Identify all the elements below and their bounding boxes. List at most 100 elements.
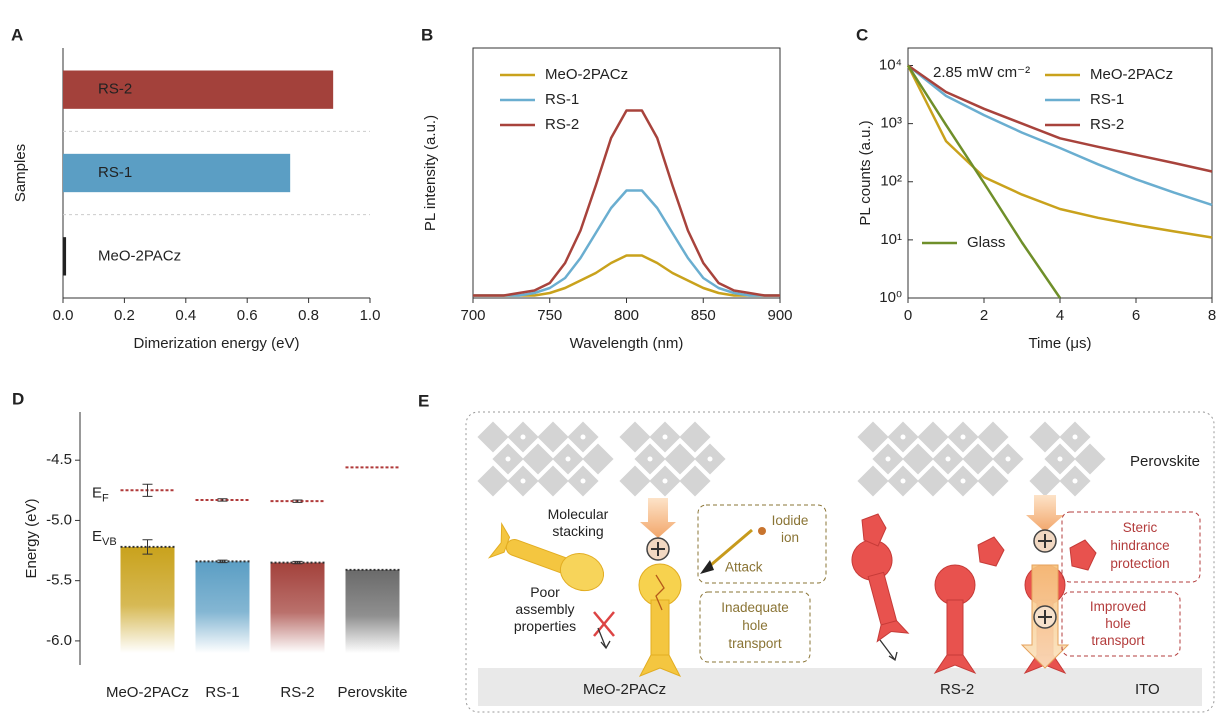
legend-label: Glass [967, 234, 1005, 251]
x-tick-label: 2 [980, 307, 988, 324]
octahedron [664, 443, 696, 475]
octahedron [857, 421, 889, 453]
attack-arrow [704, 528, 753, 572]
octahedron [977, 421, 1009, 453]
x-axis-label: Time (μs) [1028, 335, 1091, 352]
ion [662, 478, 668, 484]
bar [63, 153, 291, 193]
x-tick-label: 8 [1208, 307, 1216, 324]
ion [520, 434, 526, 440]
inadequate-box [699, 591, 811, 663]
cross [593, 611, 615, 637]
category-label: MeO-2PACz [98, 247, 181, 264]
series-line [473, 189, 780, 297]
level-label: EVB [92, 528, 117, 548]
ion [707, 456, 713, 462]
series-line [907, 64, 1213, 173]
y-tick-label: -5.5 [46, 572, 72, 589]
ion [1057, 456, 1063, 462]
x-tick-label: 4 [1056, 307, 1064, 324]
ion [1072, 434, 1078, 440]
perovskite-lattice [477, 421, 1106, 497]
octahedron [537, 421, 569, 453]
level-main: E [92, 528, 102, 545]
bar [270, 562, 325, 653]
arrow-down [640, 498, 676, 538]
octahedron [902, 443, 934, 475]
series-line [473, 109, 780, 297]
bar [63, 70, 334, 109]
meo-molecule [638, 563, 682, 677]
legend-label: MeO-2PACz [545, 66, 628, 83]
inadequate-text: Inadequate hole transport [721, 600, 789, 651]
attack-box [697, 504, 827, 584]
x-tick-label: 700 [460, 307, 485, 324]
legend-label: MeO-2PACz [1090, 66, 1173, 83]
diagram-panel: E Perovskite MeO-2PACz RS-2 ITO Molecula… [418, 391, 1215, 713]
x-tick-label: RS-1 [205, 684, 239, 701]
y-tick-label: 10² [880, 173, 902, 190]
x-axis-label: Wavelength (nm) [570, 335, 684, 352]
y-axis-label: PL intensity (a.u.) [422, 115, 439, 231]
frame [465, 411, 1215, 713]
ion [505, 456, 511, 462]
panel-label: A [11, 25, 23, 44]
ion [580, 434, 586, 440]
y-tick-label: 10¹ [880, 231, 902, 248]
y-axis-label: PL counts (a.u.) [857, 120, 874, 225]
meo-label: MeO-2PACz [583, 681, 666, 698]
arrow [879, 639, 898, 662]
plot-frame [472, 47, 781, 299]
octahedron [522, 443, 554, 475]
error-bar [142, 483, 153, 497]
x-tick-label: MeO-2PACz [106, 684, 189, 701]
ito-layer [478, 668, 1202, 706]
y-axis-label: Samples [12, 144, 29, 202]
bar [63, 237, 67, 276]
improved-text: Improved hole transport [1090, 599, 1146, 648]
error-bar [292, 499, 303, 503]
x-tick-label: 0 [904, 307, 912, 324]
series-line [906, 64, 1213, 239]
level-main: E [92, 484, 102, 501]
ion [1072, 478, 1078, 484]
x-axis-label: Dimerization energy (eV) [134, 335, 300, 352]
hole-icon [646, 537, 670, 561]
octahedron [917, 465, 949, 497]
y-tick-label: 10³ [880, 115, 902, 132]
x-tick-label: Perovskite [337, 684, 407, 701]
level-label: EF [92, 484, 109, 504]
iodide-ion [758, 527, 766, 535]
x-tick-label: RS-2 [280, 684, 314, 701]
x-tick-label: 0.6 [237, 307, 258, 324]
octahedron [477, 421, 509, 453]
bar [195, 561, 250, 653]
x-tick-label: 0.0 [53, 307, 74, 324]
y-tick-label: -6.0 [46, 632, 72, 649]
panel-label: D [12, 389, 24, 408]
ito-label: ITO [1135, 681, 1160, 698]
error-bar [217, 559, 228, 564]
panel-label: B [421, 25, 433, 44]
level-sub: VB [102, 536, 117, 548]
x-tick-label: 800 [614, 307, 639, 324]
panel-label: E [418, 391, 429, 410]
x-tick-label: 850 [691, 307, 716, 324]
iodide-text: Iodide ion [772, 513, 809, 545]
series-line [907, 64, 1213, 207]
legend-label: RS-1 [1090, 91, 1124, 108]
steric-text: Steric hindrance protection [1110, 520, 1169, 571]
ion [565, 456, 571, 462]
octahedron [679, 421, 711, 453]
octahedron [977, 465, 1009, 497]
ion [900, 434, 906, 440]
legend-label: RS-2 [545, 116, 579, 133]
hole-icon [1033, 605, 1057, 629]
octahedron [679, 465, 711, 497]
annotation: 2.85 mW cm⁻² [933, 64, 1030, 81]
ion [885, 456, 891, 462]
x-tick-label: 0.8 [298, 307, 319, 324]
x-tick-label: 1.0 [360, 307, 381, 324]
x-tick-label: 6 [1132, 307, 1140, 324]
